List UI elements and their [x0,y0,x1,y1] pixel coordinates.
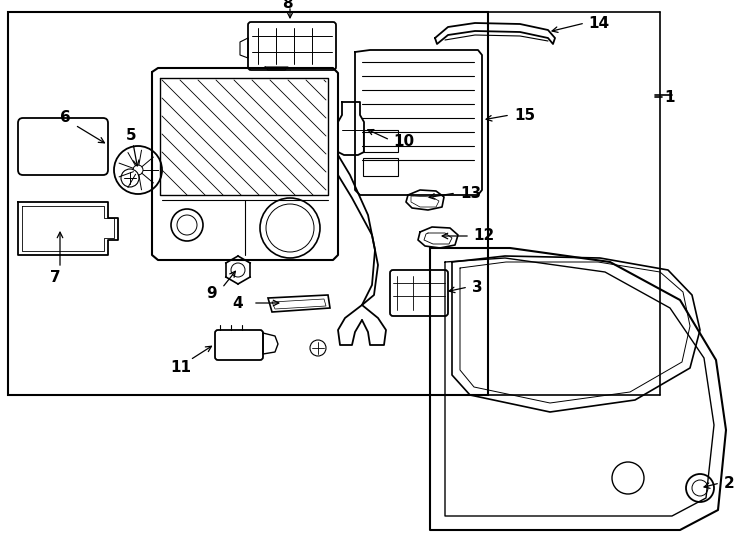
Polygon shape [268,295,330,312]
Bar [363,158,398,176]
FancyBboxPatch shape [215,330,263,360]
Text: 1: 1 [664,90,675,105]
Text: 8: 8 [282,0,293,10]
Circle shape [692,480,708,496]
Text: 12: 12 [473,228,494,244]
Circle shape [310,340,326,356]
Text: 4: 4 [232,295,243,310]
FancyBboxPatch shape [390,270,448,316]
Circle shape [612,462,644,494]
Text: 11: 11 [170,360,191,375]
FancyBboxPatch shape [18,118,108,175]
Text: 5: 5 [126,127,137,143]
Circle shape [114,146,162,194]
Text: 3: 3 [472,280,483,294]
Text: 7: 7 [50,271,61,286]
Circle shape [121,169,139,187]
Text: 15: 15 [514,107,535,123]
Circle shape [231,263,245,277]
Bar [8,12,488,395]
Text: 2: 2 [724,476,734,490]
Text: 9: 9 [206,287,217,301]
FancyBboxPatch shape [248,22,336,70]
Text: 13: 13 [460,186,481,200]
Text: 10: 10 [393,134,414,150]
Circle shape [686,474,714,502]
Circle shape [260,198,320,258]
Circle shape [133,165,143,175]
Circle shape [177,215,197,235]
Circle shape [171,209,203,241]
Bar [363,130,398,152]
Text: 14: 14 [588,16,609,30]
Text: 6: 6 [60,111,70,125]
Circle shape [266,204,314,252]
